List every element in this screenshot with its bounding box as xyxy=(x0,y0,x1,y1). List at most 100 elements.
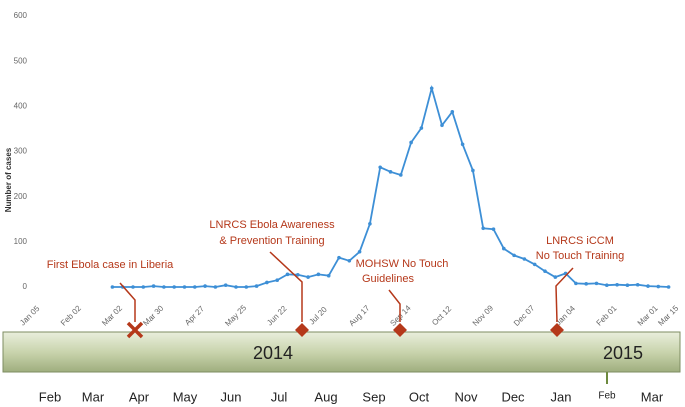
data-point xyxy=(223,283,228,287)
annotation-leader xyxy=(119,282,136,322)
timeline-month: Jan xyxy=(551,389,572,404)
annotation-text: First Ebola case in Liberia xyxy=(47,259,174,271)
x-tick-label: Feb 02 xyxy=(59,303,83,327)
data-point xyxy=(265,280,269,285)
data-point xyxy=(625,283,630,287)
data-point xyxy=(491,227,496,231)
data-point xyxy=(368,221,372,226)
data-point xyxy=(512,253,516,258)
data-point xyxy=(646,284,650,288)
data-point xyxy=(141,285,146,289)
timeline-month: Dec xyxy=(501,389,525,404)
timeline-month: Oct xyxy=(409,389,430,404)
x-tick-label: Apr 27 xyxy=(183,304,206,327)
data-point xyxy=(656,284,661,289)
data-point xyxy=(471,168,475,173)
data-point xyxy=(275,278,280,283)
data-point xyxy=(419,126,424,130)
x-tick-label: Mar 02 xyxy=(100,303,124,327)
data-point xyxy=(337,255,341,260)
timeline-month: Jun xyxy=(221,389,242,404)
annotation-marker xyxy=(295,323,309,337)
timeline-year: 2014 xyxy=(253,343,293,363)
x-tick-label: Jul 20 xyxy=(307,305,329,327)
timeline-marker-label: Feb xyxy=(598,391,616,402)
data-point xyxy=(203,284,207,288)
data-point xyxy=(502,246,506,251)
annotation-marker xyxy=(393,323,407,337)
timeline-month: Mar xyxy=(82,389,105,404)
x-tick-label: Mar 15 xyxy=(656,303,680,327)
data-point xyxy=(605,283,609,287)
y-tick-label: 300 xyxy=(14,147,28,156)
x-tick-label: Feb 01 xyxy=(595,303,619,327)
x-tick-label: Dec 07 xyxy=(512,303,537,328)
data-point xyxy=(399,173,403,177)
annotation-text: Guidelines xyxy=(362,273,414,285)
timeline-bar xyxy=(2,331,681,373)
data-point xyxy=(553,275,558,279)
timeline-month: Mar xyxy=(641,389,664,404)
annotation-marker xyxy=(550,323,564,337)
data-point xyxy=(172,285,176,289)
data-point xyxy=(347,259,352,263)
data-point xyxy=(110,285,115,289)
y-tick-label: 600 xyxy=(14,11,28,20)
data-point xyxy=(182,285,187,289)
timeline-month: Nov xyxy=(454,389,478,404)
data-point xyxy=(193,285,197,289)
data-point xyxy=(213,285,218,289)
data-point xyxy=(460,142,465,147)
annotation-text: & Prevention Training xyxy=(219,235,324,247)
data-point xyxy=(429,86,434,91)
annotation-text: No Touch Training xyxy=(536,250,624,262)
x-tick-label: May 25 xyxy=(223,303,248,328)
annotation-marker xyxy=(126,321,144,339)
data-point xyxy=(296,273,300,277)
data-point xyxy=(254,284,259,288)
data-point xyxy=(615,282,619,287)
x-tick-label: Jun 22 xyxy=(265,304,289,328)
data-point xyxy=(594,281,599,286)
data-point xyxy=(306,275,310,279)
data-point xyxy=(378,165,383,170)
data-point xyxy=(388,170,393,174)
data-point xyxy=(285,272,290,277)
timeline-month: Jul xyxy=(271,389,288,404)
data-point xyxy=(635,282,640,287)
x-tick-label: Aug 17 xyxy=(347,303,372,328)
timeline-month: May xyxy=(173,389,198,404)
data-point xyxy=(234,285,238,289)
data-point xyxy=(151,284,156,288)
y-axis-label: Number of cases xyxy=(4,147,13,212)
data-point xyxy=(326,273,331,278)
data-point xyxy=(316,272,321,277)
y-tick-label: 0 xyxy=(23,282,28,291)
data-point xyxy=(584,282,588,286)
x-tick-label: Jan 05 xyxy=(18,304,42,328)
y-tick-label: 200 xyxy=(14,192,28,201)
data-point xyxy=(543,269,547,273)
data-point xyxy=(409,140,413,145)
timeline-month: Sep xyxy=(362,389,385,404)
data-point xyxy=(481,226,486,231)
data-point xyxy=(532,262,537,267)
x-tick-label: Nov 09 xyxy=(471,303,496,328)
timeline-month: Apr xyxy=(129,389,150,404)
y-tick-label: 400 xyxy=(14,101,28,110)
data-point xyxy=(666,285,671,289)
data-point xyxy=(131,285,135,289)
data-point xyxy=(357,249,362,254)
annotation-text: MOHSW No Touch xyxy=(356,258,449,270)
timeline-year: 2015 xyxy=(603,343,643,363)
data-point xyxy=(450,109,455,114)
data-point xyxy=(440,123,444,128)
annotation-text: LNRCS Ebola Awareness xyxy=(209,219,335,231)
timeline-month: Aug xyxy=(314,389,337,404)
timeline-month: Feb xyxy=(39,389,61,404)
x-tick-label: Mar 30 xyxy=(141,303,165,327)
data-point xyxy=(522,257,527,261)
y-tick-label: 100 xyxy=(14,237,28,246)
y-tick-label: 500 xyxy=(14,56,28,65)
